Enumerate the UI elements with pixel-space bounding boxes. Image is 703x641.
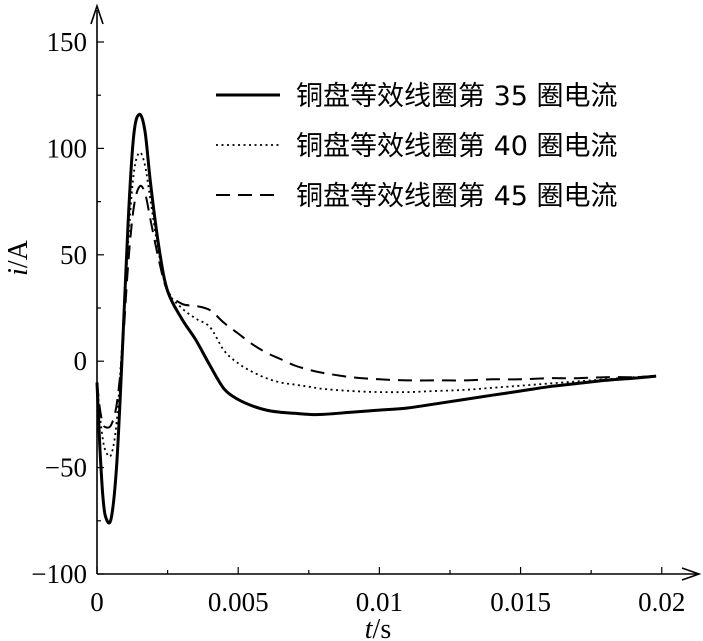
x-tick-label: 0.01 bbox=[356, 587, 403, 617]
legend-label-3: 铜盘等效线圈第 45 圈电流 bbox=[296, 181, 618, 212]
y-tick-label: −100 bbox=[31, 559, 87, 589]
x-axis-title: t/s bbox=[365, 614, 391, 641]
x-tick-label: 0.015 bbox=[490, 587, 551, 617]
series-line-1 bbox=[95, 112, 657, 525]
y-tick-label: −50 bbox=[45, 453, 87, 483]
x-tick-label: 0.02 bbox=[638, 587, 685, 617]
axes: t/s i/A bbox=[3, 3, 702, 641]
series-line-3 bbox=[96, 184, 657, 429]
x-tick-label: 0 bbox=[90, 587, 104, 617]
ticks: −100 −50 0 50 100 150 0 0.005 0.01 0.015 0.02 bbox=[31, 27, 685, 617]
y-axis-title: i/A bbox=[3, 239, 34, 276]
y-tick-label: 100 bbox=[47, 133, 88, 163]
x-tick-label: 0.005 bbox=[208, 587, 269, 617]
legend-label-2: 铜盘等效线圈第 40 圈电流 bbox=[296, 131, 618, 162]
y-tick-label: 0 bbox=[74, 346, 88, 376]
data-series bbox=[95, 112, 657, 525]
y-tick-label: 50 bbox=[60, 240, 87, 270]
y-axis-arrow bbox=[90, 3, 104, 25]
legend-label-1: 铜盘等效线圈第 35 圈电流 bbox=[296, 81, 618, 112]
y-tick-label: 150 bbox=[47, 27, 88, 57]
x-axis-arrow bbox=[681, 567, 702, 581]
